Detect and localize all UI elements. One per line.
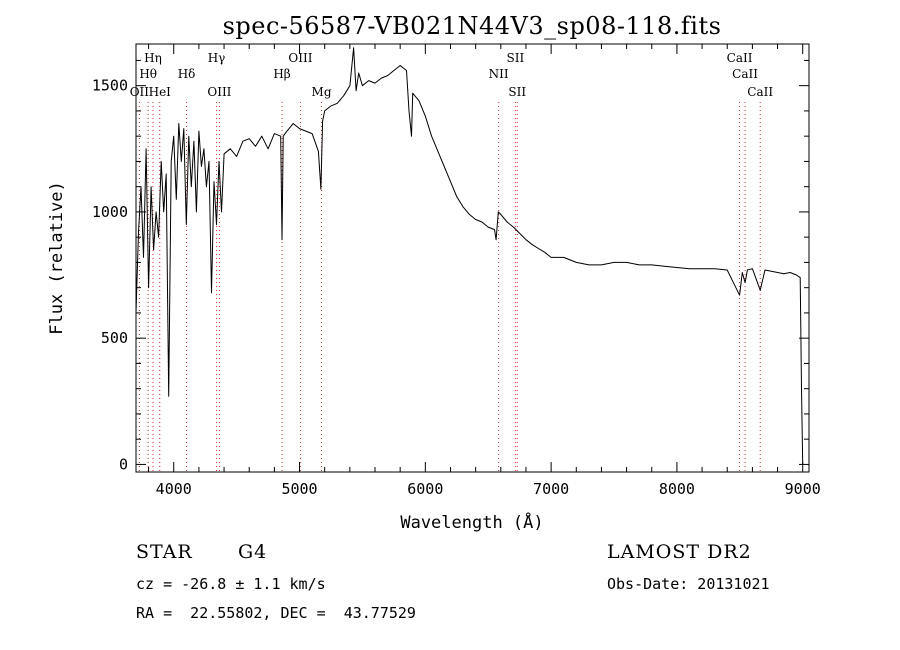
- line-marker-label: Hδ: [178, 67, 196, 81]
- x-tick-label: 9000: [785, 480, 821, 498]
- y-tick-label: 1500: [92, 77, 128, 95]
- observation-date: Obs-Date: 20131021: [607, 575, 770, 593]
- line-marker-label: Hη: [144, 51, 162, 65]
- line-marker-label: OII: [130, 85, 150, 99]
- x-tick-label: 5000: [281, 480, 317, 498]
- redshift-velocity: cz = -26.8 ± 1.1 km/s: [136, 575, 326, 593]
- series-layer: [135, 47, 804, 465]
- object-subclass: G4: [238, 541, 268, 563]
- object-class: STAR: [136, 541, 193, 563]
- axis-ticks: 4000 5000 6000 7000 8000 9000 0 500 1000 1500: [92, 44, 821, 498]
- line-marker-label: CaII: [727, 51, 753, 65]
- y-tick-label: 1000: [92, 203, 128, 221]
- line-marker-label: Hβ: [273, 67, 290, 81]
- line-marker-label: Hγ: [208, 51, 226, 65]
- y-tick-label: 0: [119, 455, 128, 473]
- spectrum-series-line: [135, 47, 804, 465]
- line-marker-label: CaII: [747, 85, 773, 99]
- line-marker-label: SII: [507, 51, 525, 65]
- x-tick-label: 8000: [659, 480, 695, 498]
- y-tick-label: 500: [101, 329, 128, 347]
- x-tick-label: 6000: [407, 480, 443, 498]
- line-marker-label: OIII: [288, 51, 312, 65]
- line-marker-label: NII: [489, 67, 509, 81]
- line-marker-label: CaII: [732, 67, 758, 81]
- line-marker-label: OIII: [207, 85, 231, 99]
- line-marker-label: HeI: [149, 85, 172, 99]
- x-tick-label: 7000: [533, 480, 569, 498]
- coordinates: RA = 22.55802, DEC = 43.77529: [136, 604, 416, 622]
- line-marker-label: Hθ: [139, 67, 157, 81]
- survey-name: LAMOST DR2: [607, 541, 752, 563]
- plot-frame: [135, 43, 810, 473]
- line-marker-label: SII: [508, 85, 526, 99]
- chart-title: spec-56587-VB021N44V3_sp08-118.fits: [223, 12, 722, 40]
- line-markers: Hη Hθ OII HeI Hδ Hγ OIII Hβ OIII Mg NII SII SII CaII C…: [130, 51, 773, 472]
- x-axis-label: Wavelength (Å): [400, 511, 543, 533]
- line-marker-label: Mg: [312, 85, 332, 99]
- x-tick-label: 4000: [156, 480, 192, 498]
- y-axis-label: Flux (relative): [47, 181, 67, 335]
